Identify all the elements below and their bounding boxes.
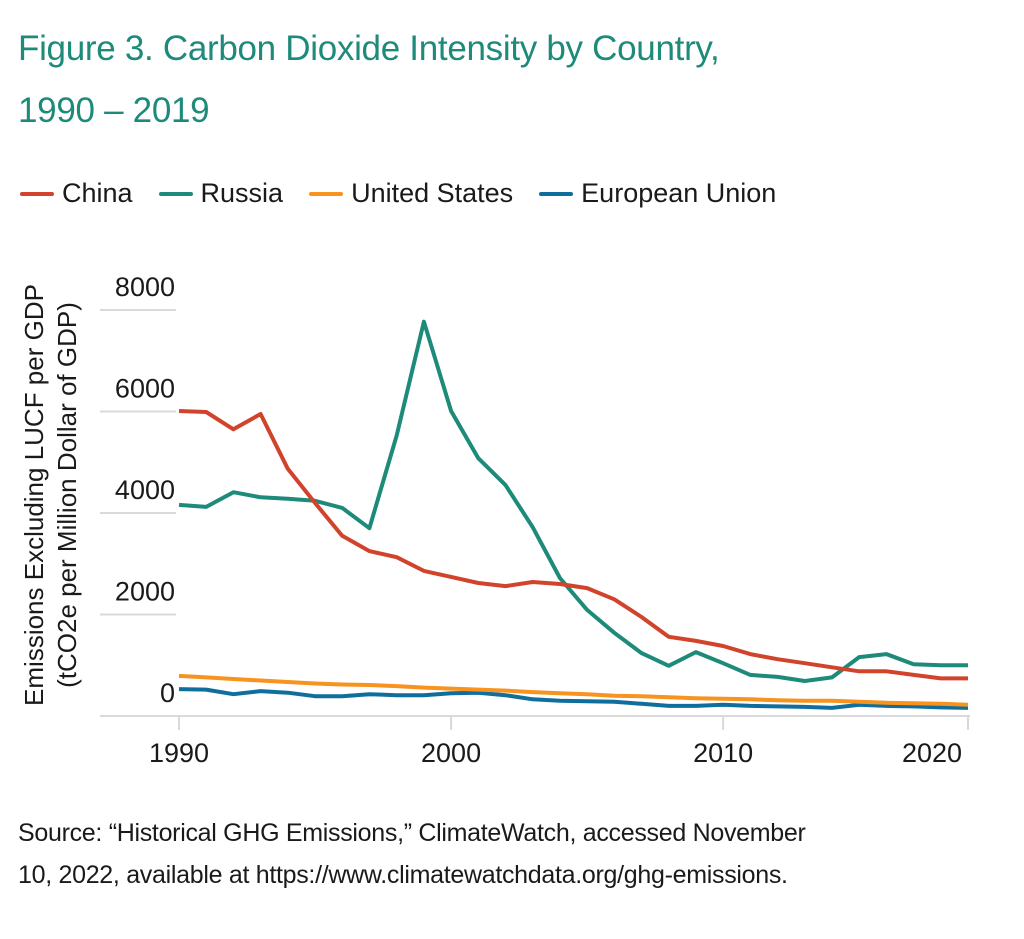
series-lines bbox=[178, 319, 969, 710]
series-line-china bbox=[178, 409, 968, 681]
legend: China Russia United States European Unio… bbox=[20, 178, 802, 209]
source-line-1: Source: “Historical GHG Emissions,” Clim… bbox=[18, 819, 806, 847]
x-tick-label-2000: 2000 bbox=[421, 738, 481, 768]
chart-title-line-1: Figure 3. Carbon Dioxide Intensity by Co… bbox=[18, 29, 720, 68]
source-note: Source: “Historical GHG Emissions,” Clim… bbox=[18, 812, 1018, 896]
legend-item-russia: Russia bbox=[158, 178, 284, 209]
legend-swatch-china bbox=[20, 191, 54, 196]
y-tick-label-2000: 2000 bbox=[115, 577, 175, 607]
series-line-european-union bbox=[178, 687, 969, 710]
series-united-states bbox=[178, 673, 969, 707]
series-line-united-states bbox=[178, 673, 969, 707]
series-russia bbox=[178, 319, 968, 683]
y-tick-label-6000: 6000 bbox=[115, 374, 175, 404]
y-tick-label-8000: 8000 bbox=[115, 272, 175, 302]
x-tick-label-2020: 2020 bbox=[902, 738, 962, 768]
legend-label-united-states: United States bbox=[351, 178, 514, 208]
source-line-2: 10, 2022, available at https://www.clima… bbox=[18, 861, 788, 889]
legend-swatch-united-states bbox=[309, 191, 344, 196]
tick-labels: 0 2000 4000 6000 8000 1990 2000 2010 2020 bbox=[115, 272, 962, 768]
y-tick-label-4000: 4000 bbox=[115, 475, 175, 505]
series-china bbox=[178, 409, 968, 681]
series-european-union bbox=[178, 687, 969, 710]
x-tick-label-1990: 1990 bbox=[149, 738, 209, 768]
legend-label-russia: Russia bbox=[200, 178, 284, 208]
legend-item-european-union: European Union bbox=[539, 178, 776, 209]
legend-label-china: China bbox=[62, 178, 133, 208]
gridlines bbox=[100, 309, 176, 616]
legend-swatch-european-union bbox=[539, 191, 574, 196]
series-line-russia bbox=[178, 319, 968, 683]
legend-item-china: China bbox=[20, 178, 133, 209]
legend-swatch-russia bbox=[158, 191, 193, 196]
y-tick-label-0: 0 bbox=[160, 678, 175, 708]
legend-item-united-states: United States bbox=[309, 178, 513, 209]
chart-title: Figure 3. Carbon Dioxide Intensity by Co… bbox=[18, 18, 978, 142]
x-tick-label-2010: 2010 bbox=[693, 738, 753, 768]
chart-title-line-2: 1990 – 2019 bbox=[18, 91, 210, 130]
x-axis bbox=[100, 715, 970, 730]
legend-label-european-union: European Union bbox=[581, 178, 777, 208]
